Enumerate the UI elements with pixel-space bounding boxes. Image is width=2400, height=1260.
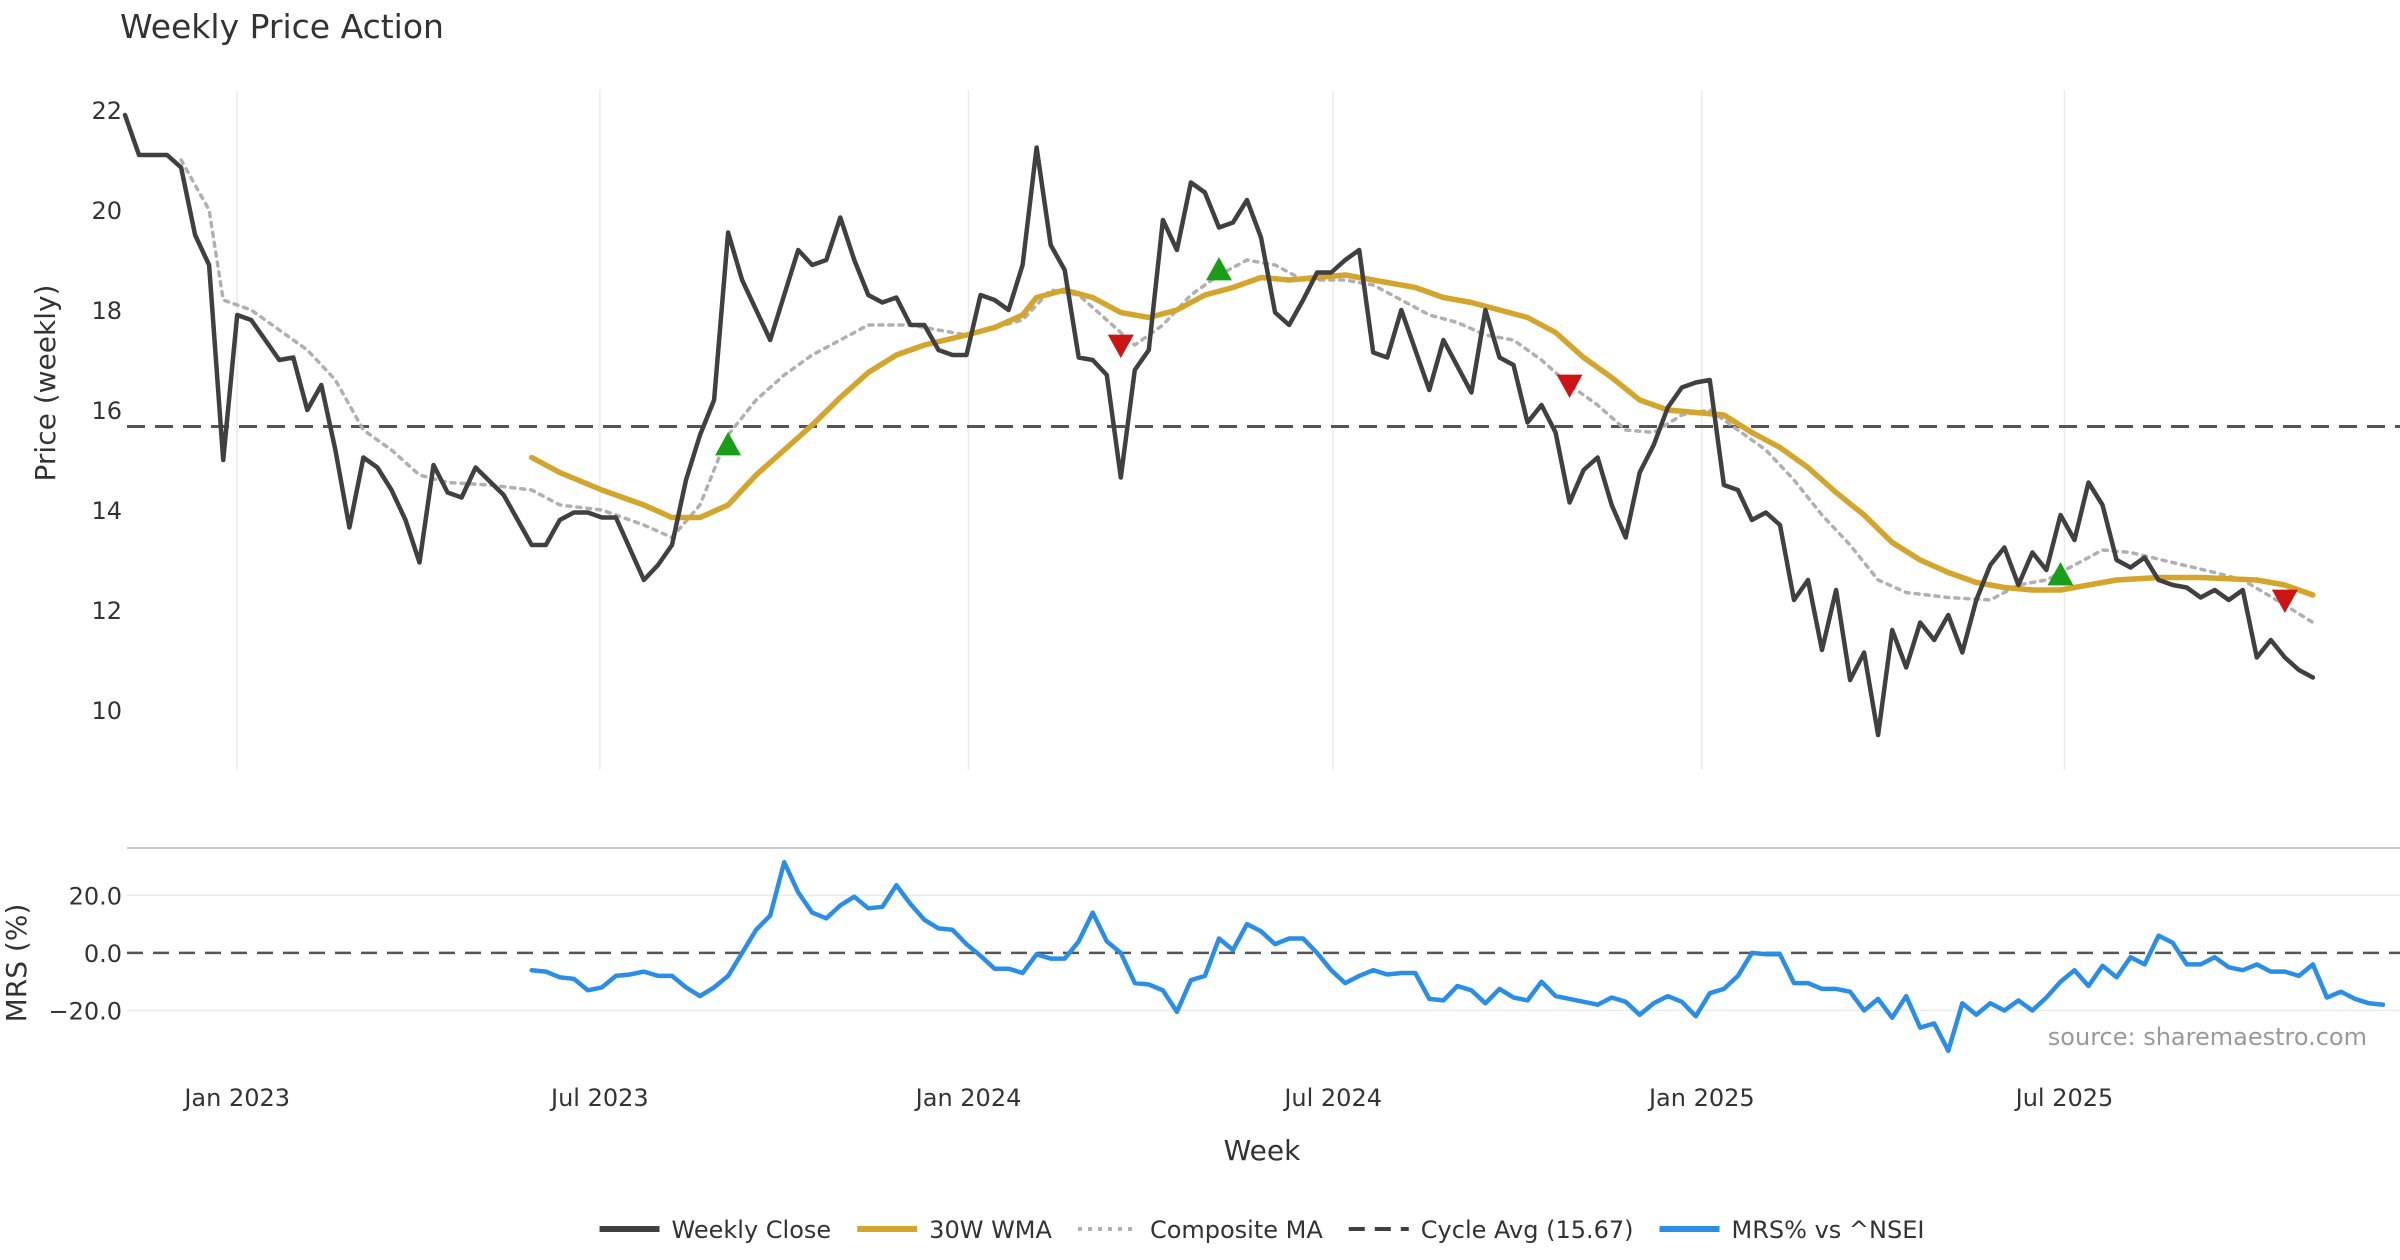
- price-series-group: [122, 112, 2316, 738]
- price-y-tick-label: 18: [91, 297, 122, 325]
- price-panel-gridlines: [236, 90, 2066, 770]
- x-tick-label: Jan 2024: [914, 1084, 1022, 1112]
- price-y-tick-label: 12: [91, 597, 122, 625]
- legend-label: Composite MA: [1150, 1216, 1323, 1244]
- x-axis-ticks: Jan 2023 Jul 2023 Jan 2024 Jul 2024 Jan 2025…: [182, 1084, 2113, 1112]
- mrs-line: [529, 859, 2386, 1054]
- legend-item: Composite MA: [1077, 1216, 1323, 1244]
- sell-signal-marker: [1107, 334, 1134, 358]
- buy-signal-marker: [2047, 562, 2074, 586]
- sell-signal-marker: [1556, 374, 1583, 398]
- signal-markers: [715, 257, 2298, 613]
- price-y-axis-ticks: 10 12 14 16 18 20 22: [91, 97, 122, 725]
- price-y-tick-label: 14: [91, 497, 122, 525]
- x-tick-label: Jan 2023: [182, 1084, 290, 1112]
- x-tick-label: Jul 2024: [1282, 1084, 1382, 1112]
- mrs-y-axis-ticks: 20.0 0.0 −20.0: [48, 882, 122, 1025]
- chart-title: Weekly Price Action: [120, 7, 444, 46]
- price-y-tick-label: 20: [91, 197, 122, 225]
- buy-signal-marker: [715, 432, 742, 456]
- legend-label: Cycle Avg (15.67): [1421, 1216, 1634, 1244]
- price-y-axis-label: Price (weekly): [29, 285, 62, 482]
- x-tick-label: Jul 2025: [2014, 1084, 2114, 1112]
- price-y-tick-label: 22: [91, 97, 122, 125]
- 30w-wma-line: [528, 272, 2316, 598]
- chart-legend: Weekly Close 30W WMA Composite MA Cycle Avg…: [599, 1216, 1925, 1244]
- mrs-y-tick-label: 20.0: [69, 882, 122, 910]
- mrs-y-tick-label: 0.0: [84, 940, 122, 968]
- legend-label: Weekly Close: [672, 1216, 832, 1244]
- mrs-panel-gridlines: [127, 894, 2400, 1012]
- x-axis-label: Week: [1224, 1134, 1301, 1167]
- x-tick-label: Jan 2025: [1647, 1084, 1755, 1112]
- mrs-y-axis-label: MRS (%): [0, 904, 33, 1023]
- sell-signal-marker: [2271, 589, 2298, 613]
- price-y-tick-label: 16: [91, 397, 122, 425]
- source-credit: source: sharemaestro.com: [2048, 1023, 2367, 1051]
- x-tick-label: Jul 2023: [549, 1084, 649, 1112]
- legend-item: MRS% vs ^NSEI: [1659, 1216, 1925, 1244]
- legend-item: Weekly Close: [599, 1216, 832, 1244]
- mrs-y-tick-label: −20.0: [48, 997, 122, 1025]
- composite-ma-line: [179, 158, 2315, 625]
- mrs-series-group: [529, 859, 2386, 1054]
- legend-item: Cycle Avg (15.67): [1348, 1216, 1634, 1244]
- legend-item: 30W WMA: [857, 1216, 1053, 1244]
- legend-label: MRS% vs ^NSEI: [1732, 1216, 1925, 1244]
- weekly-close-line: [122, 112, 2316, 738]
- price-y-tick-label: 10: [91, 697, 122, 725]
- buy-signal-marker: [1205, 257, 1232, 281]
- legend-label: 30W WMA: [929, 1216, 1052, 1244]
